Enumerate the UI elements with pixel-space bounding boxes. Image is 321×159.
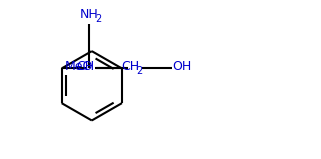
Text: 2: 2	[96, 14, 102, 24]
Text: CH: CH	[77, 60, 95, 73]
Text: NH: NH	[80, 8, 99, 21]
Text: MeO: MeO	[65, 60, 93, 73]
Text: 2: 2	[136, 66, 143, 76]
Text: OH: OH	[172, 60, 192, 73]
Text: CH: CH	[121, 60, 139, 73]
